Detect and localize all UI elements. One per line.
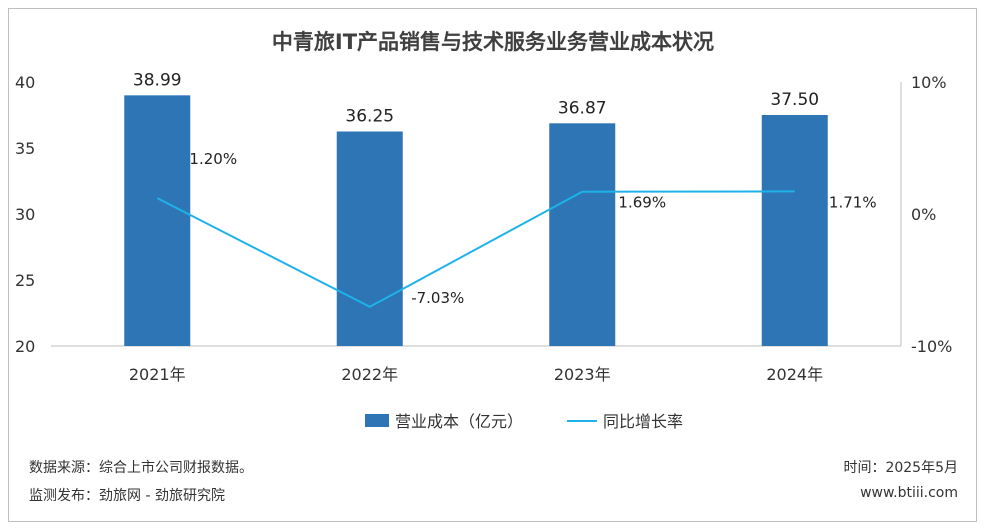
x-tick-label: 2022年 [341, 365, 398, 384]
legend: 营业成本（亿元） 同比增长率 [365, 412, 683, 431]
bar-value-label: 36.25 [345, 107, 394, 127]
growth-value-label: 1.20% [189, 150, 237, 168]
x-tick-label: 2023年 [554, 365, 611, 384]
growth-value-label: -7.03% [411, 289, 464, 307]
growth-value-label: 1.69% [618, 194, 666, 212]
legend-swatch-cost [365, 414, 389, 427]
x-tick-label: 2024年 [766, 365, 823, 384]
x-axis-labels: 2021年 2022年 2023年 2024年 [129, 365, 823, 384]
growth-line [156, 190, 795, 308]
bar [336, 131, 403, 346]
left-tick-label: 30 [15, 205, 35, 224]
chart-title: 中青旅IT产品销售与技术服务业务营业成本状况 [272, 30, 714, 54]
bar-series: 38.99 36.25 36.87 37.50 [124, 70, 828, 346]
right-tick-label: -10% [911, 337, 952, 356]
growth-value-label: 1.71% [829, 193, 877, 211]
data-source: 数据来源：综合上市公司财报数据。 [29, 460, 253, 476]
chart-frame: 中青旅IT产品销售与技术服务业务营业成本状况 20 25 30 35 40 -10% 0%… [8, 8, 977, 522]
x-tick-label: 2021年 [129, 365, 186, 384]
legend-label-growth: 同比增长率 [603, 412, 683, 431]
right-tick-label: 10% [911, 73, 947, 92]
left-tick-label: 20 [15, 337, 35, 356]
bar [124, 95, 191, 346]
publisher: 监测发布：劲旅网 - 劲旅研究院 [29, 488, 225, 504]
publish-time: 时间：2025年5月 [843, 460, 958, 476]
left-tick-label: 25 [15, 271, 35, 290]
right-axis: -10% 0% 10% [911, 73, 952, 356]
bar [549, 123, 616, 346]
right-tick-label: 0% [911, 205, 936, 224]
bar-value-label: 37.50 [770, 90, 819, 110]
left-tick-label: 40 [15, 73, 35, 92]
chart: 中青旅IT产品销售与技术服务业务营业成本状况 20 25 30 35 40 -10% 0%… [15, 30, 952, 431]
left-tick-label: 35 [15, 139, 35, 158]
bar-value-label: 38.99 [133, 70, 182, 90]
website: www.btiii.com [860, 485, 958, 501]
line-series: 1.20% -7.03% 1.69% 1.71% [156, 150, 877, 308]
bar [761, 115, 828, 346]
bar-value-label: 36.87 [558, 98, 607, 118]
legend-label-cost: 营业成本（亿元） [395, 412, 523, 431]
left-axis: 20 25 30 35 40 [15, 73, 35, 356]
